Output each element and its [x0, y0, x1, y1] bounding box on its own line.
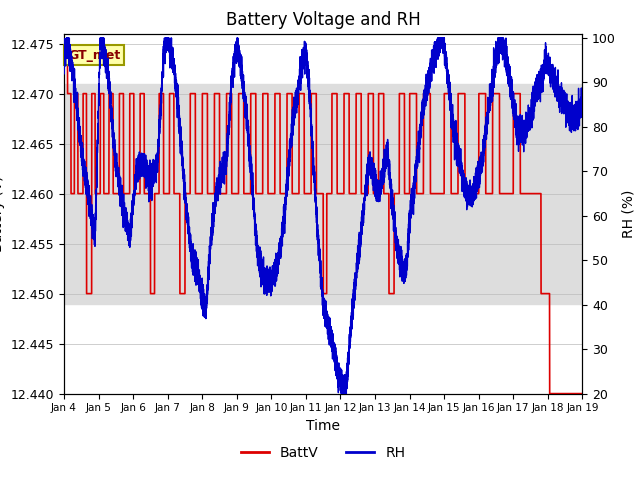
- Y-axis label: RH (%): RH (%): [621, 190, 636, 238]
- Bar: [64, 84, 582, 304]
- Text: GT_met: GT_met: [68, 48, 120, 61]
- Y-axis label: Battery (V): Battery (V): [0, 175, 5, 252]
- Legend: BattV, RH: BattV, RH: [236, 441, 411, 466]
- X-axis label: Time: Time: [306, 419, 340, 433]
- Title: Battery Voltage and RH: Battery Voltage and RH: [226, 11, 420, 29]
